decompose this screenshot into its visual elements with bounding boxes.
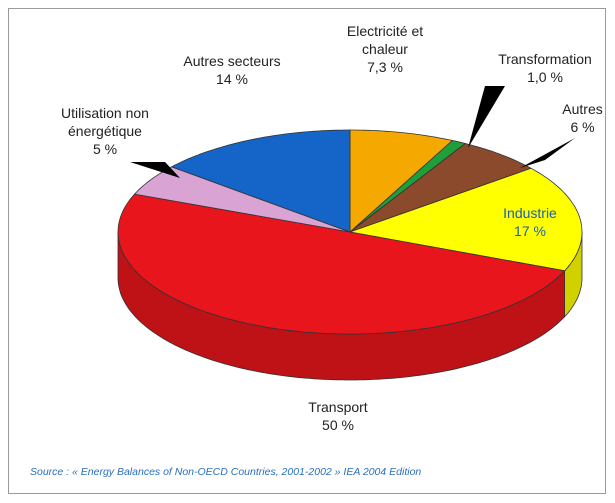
value-label: 6 % (570, 119, 595, 135)
source-note: Source : « Energy Balances of Non-OECD C… (30, 466, 422, 478)
slice-label: Autres 6 % (545, 100, 615, 136)
value-label: 7,3 % (367, 59, 403, 75)
leader-line (468, 86, 505, 148)
category-name: Industrie (503, 205, 557, 221)
slice-label: Autres secteurs 14 % (162, 52, 302, 88)
category-name: Utilisation non énergétique (61, 105, 149, 139)
leader-line (130, 162, 180, 178)
slice-label: Industrie 17 % (480, 204, 580, 240)
category-name: Autres secteurs (183, 53, 281, 69)
value-label: 1,0 % (527, 69, 563, 85)
slice (170, 129, 351, 233)
slice-label: Utilisation non énergétique 5 % (35, 104, 175, 158)
slice (117, 193, 566, 335)
slice-label: Transport 50 % (268, 398, 408, 434)
slice (349, 143, 533, 233)
frame (8, 8, 606, 494)
value-label: 5 % (92, 141, 118, 157)
category-name: Electricité et chaleur (346, 23, 424, 57)
slice-label: Electricité et chaleur 7,3 % (325, 22, 445, 76)
value-label: 50 % (322, 417, 354, 433)
leader-line (520, 138, 575, 168)
category-name: Autres (562, 101, 603, 117)
category-name: Transformation (498, 51, 592, 67)
slice-label: Transformation 1,0 % (470, 50, 615, 86)
slice (348, 167, 583, 272)
value-label: 17 % (514, 223, 546, 239)
value-label: 14 % (216, 71, 248, 87)
slice (349, 129, 454, 233)
category-name: Transport (308, 399, 368, 415)
